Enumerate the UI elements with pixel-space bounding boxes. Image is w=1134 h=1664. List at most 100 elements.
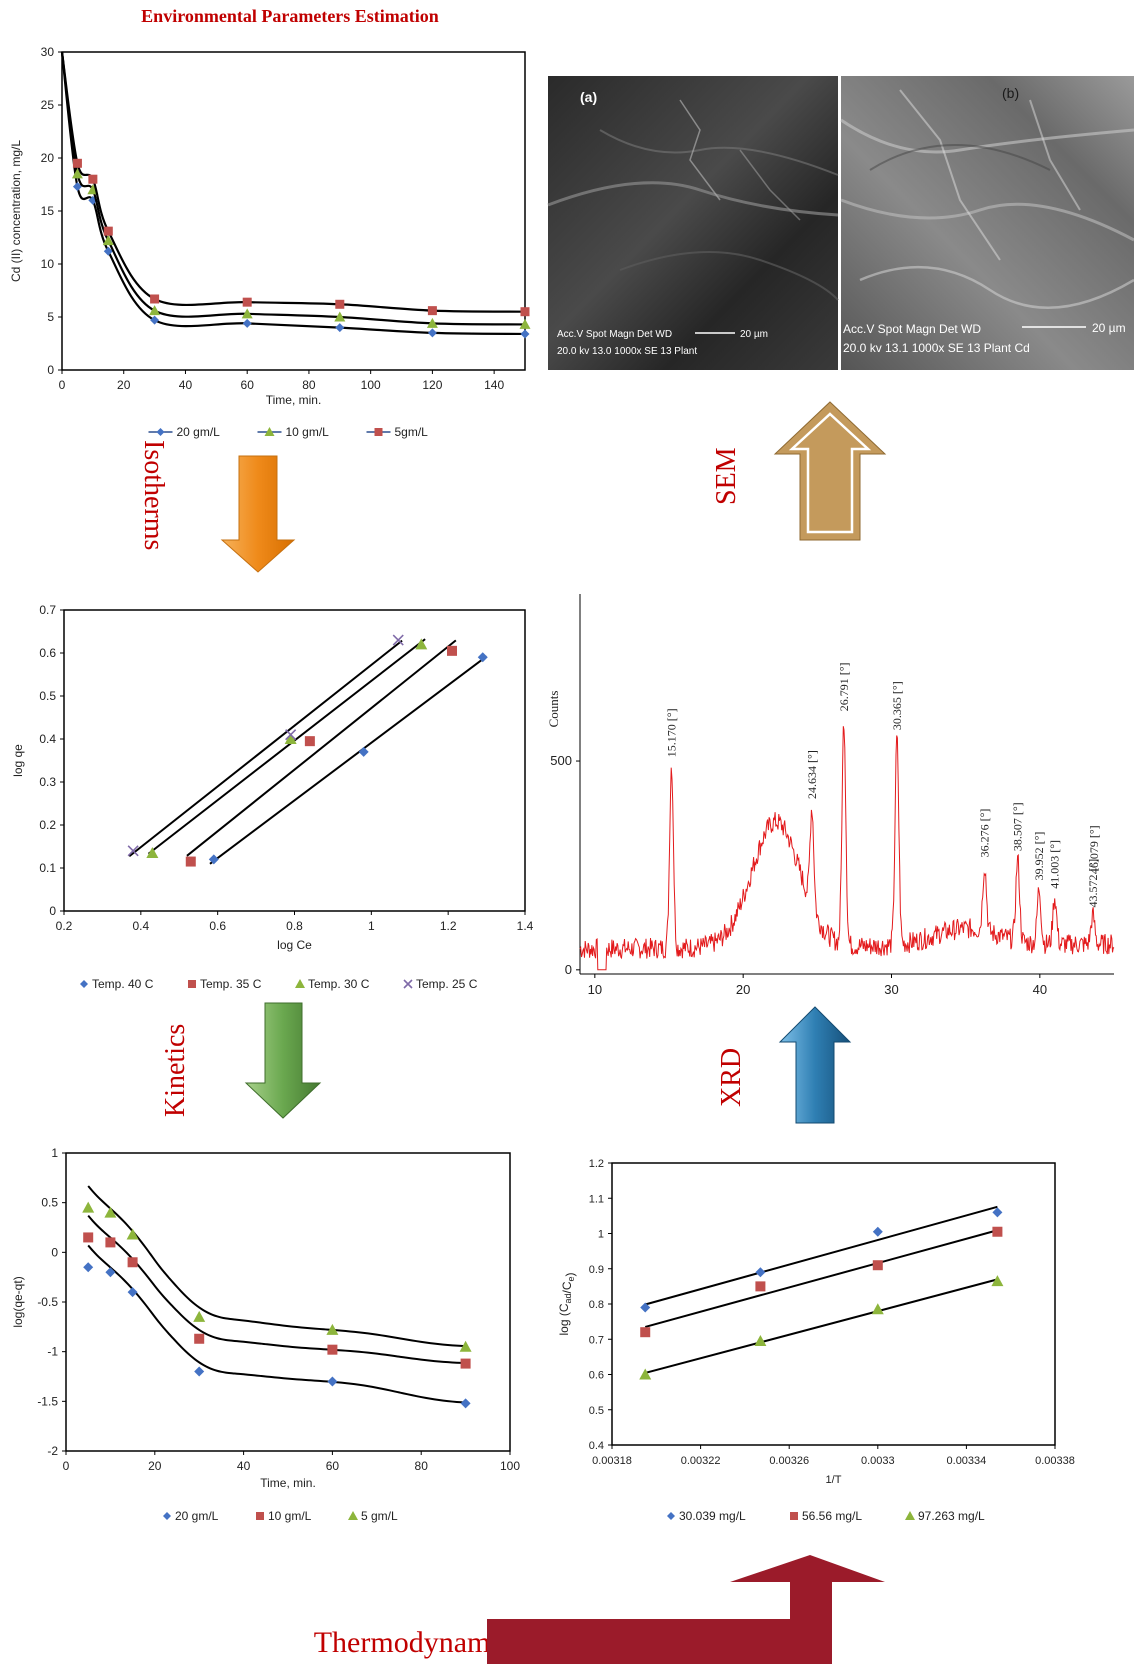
fit-line bbox=[186, 639, 457, 857]
y-tick-label: 0.4 bbox=[39, 732, 56, 746]
data-point bbox=[72, 158, 82, 168]
x-tick-label: 80 bbox=[415, 1459, 429, 1473]
data-point bbox=[640, 1302, 651, 1313]
x-tick-label: 0 bbox=[63, 1459, 70, 1473]
y-axis-label-part: log (C bbox=[557, 1303, 571, 1335]
data-point bbox=[520, 329, 530, 339]
y-tick-label: 0.7 bbox=[39, 603, 56, 617]
y-axis-label: log(qe-qt) bbox=[11, 1276, 25, 1327]
data-point bbox=[327, 1344, 338, 1355]
x-tick-label: 20 bbox=[117, 378, 131, 392]
legend-entry: 20 gm/L bbox=[163, 1509, 219, 1523]
legend-marker bbox=[188, 980, 196, 988]
chart-xrd-pattern: 10 20 30 40 0 500 Counts 15.170 [°] 24.634 [°] 26… bbox=[546, 594, 1115, 997]
fit-line bbox=[147, 638, 426, 855]
y-tick-label: 0 bbox=[47, 363, 54, 377]
xrd-trace bbox=[579, 726, 1115, 971]
data-point bbox=[639, 1368, 652, 1380]
sem-panel-b: (b) Acc.V Spot Magn Det WD 20.0 kv 13.1 … bbox=[840, 76, 1134, 370]
y-axis-label-part: e bbox=[566, 1276, 576, 1281]
series-30-039-mg-L bbox=[640, 1205, 1003, 1313]
peak-label: 46.079 [°] bbox=[1087, 825, 1101, 874]
series-5gm-L bbox=[60, 51, 530, 317]
y-tick-label: 1.1 bbox=[589, 1193, 604, 1205]
y-tick-label: 25 bbox=[41, 98, 55, 112]
legend-entry: 97.263 mg/L bbox=[905, 1509, 985, 1523]
plot-area bbox=[611, 1162, 1056, 1446]
data-point bbox=[991, 1275, 1004, 1287]
legend-label: 5 gm/L bbox=[361, 1509, 398, 1523]
y-tick-label: 20 bbox=[41, 151, 55, 165]
y-tick-label: 0.2 bbox=[39, 818, 56, 832]
trend-line bbox=[60, 51, 526, 313]
series-Temp-35-C bbox=[185, 639, 458, 867]
data-point bbox=[241, 308, 253, 319]
data-point bbox=[992, 1226, 1003, 1237]
x-tick-label: 1 bbox=[368, 919, 375, 933]
legend-marker bbox=[374, 428, 383, 436]
data-point bbox=[327, 1376, 338, 1387]
data-point bbox=[88, 174, 98, 184]
x-tick-label: 1.4 bbox=[517, 919, 534, 933]
header-title: Environmental Parameters Estimation bbox=[141, 6, 439, 26]
data-point bbox=[194, 1333, 205, 1344]
data-point bbox=[284, 733, 297, 744]
legend-entry: 10 gm/L bbox=[256, 1509, 312, 1523]
data-point bbox=[83, 1232, 94, 1243]
sem-arrow bbox=[773, 401, 887, 541]
x-tick-label: 0.00318 bbox=[592, 1455, 632, 1467]
data-point bbox=[872, 1260, 883, 1271]
data-point bbox=[335, 323, 345, 333]
y-tick-label: 0.3 bbox=[39, 775, 56, 789]
data-point bbox=[146, 846, 159, 858]
y-tick-label: 0.9 bbox=[589, 1264, 604, 1276]
data-point bbox=[640, 1327, 651, 1338]
data-point bbox=[460, 1358, 471, 1369]
data-point bbox=[755, 1267, 766, 1278]
chart-cd-concentration-vs-time: 0 20 40 60 80 100 120 140 0 5 10 15 20 25 30 Time, min.… bbox=[9, 45, 531, 439]
data-point bbox=[992, 1207, 1003, 1218]
y-axis-label-part: /C bbox=[560, 1281, 574, 1293]
legend-marker bbox=[790, 1512, 798, 1520]
series-20-gm-L bbox=[60, 51, 530, 339]
data-point bbox=[447, 645, 458, 656]
thermodynamics-arrow bbox=[487, 1555, 885, 1664]
legend-label: 20 gm/L bbox=[177, 425, 221, 439]
data-point bbox=[103, 226, 113, 236]
y-tick-label: 0.6 bbox=[589, 1370, 604, 1382]
y-axis-label: log qe bbox=[11, 744, 25, 777]
x-tick-label: 40 bbox=[237, 1459, 251, 1473]
y-tick-label: 1 bbox=[51, 1146, 58, 1160]
legend-label: Temp. 25 C bbox=[416, 977, 478, 991]
data-point bbox=[358, 746, 369, 757]
legend-marker bbox=[667, 1512, 675, 1520]
data-point bbox=[427, 328, 437, 338]
data-point bbox=[102, 235, 114, 246]
legend-label: Temp. 35 C bbox=[200, 977, 262, 991]
legend-entry: 5gm/L bbox=[366, 425, 428, 439]
legend-entry: 20 gm/L bbox=[148, 425, 221, 439]
x-tick-label: 100 bbox=[361, 378, 381, 392]
legend-label: 56.56 mg/L bbox=[802, 1509, 862, 1523]
data-point bbox=[334, 311, 346, 322]
chart-thermodynamics: 0.00318 0.00322 0.00326 0.0033 0.00334 0.0033… bbox=[557, 1158, 1075, 1523]
x-tick-label: 0.8 bbox=[286, 919, 303, 933]
data-point bbox=[193, 1310, 206, 1322]
legend-entry: Temp. 30 C bbox=[295, 977, 370, 991]
y-tick-label: -2 bbox=[47, 1444, 58, 1458]
sem-a-label: (a) bbox=[580, 89, 597, 105]
data-point bbox=[71, 168, 83, 179]
x-axis-label: Time, min. bbox=[260, 1476, 316, 1490]
data-point bbox=[185, 856, 196, 867]
chart-kinetics: 0 20 40 60 80 100 -2 -1.5 -1 -0.5 0 0.5 1 Time, min. l… bbox=[11, 1146, 520, 1523]
y-tick-label: 1 bbox=[598, 1229, 604, 1241]
series-Temp-25-C bbox=[127, 634, 404, 858]
legend-entry: 30.039 mg/L bbox=[667, 1509, 746, 1523]
data-point bbox=[392, 634, 404, 646]
legend-label: 30.039 mg/L bbox=[679, 1509, 746, 1523]
sem-b-label: (b) bbox=[1002, 85, 1019, 101]
legend-marker bbox=[80, 980, 88, 988]
data-point bbox=[127, 1287, 138, 1298]
legend-label: Temp. 30 C bbox=[308, 977, 370, 991]
x-tick-label: 60 bbox=[326, 1459, 340, 1473]
